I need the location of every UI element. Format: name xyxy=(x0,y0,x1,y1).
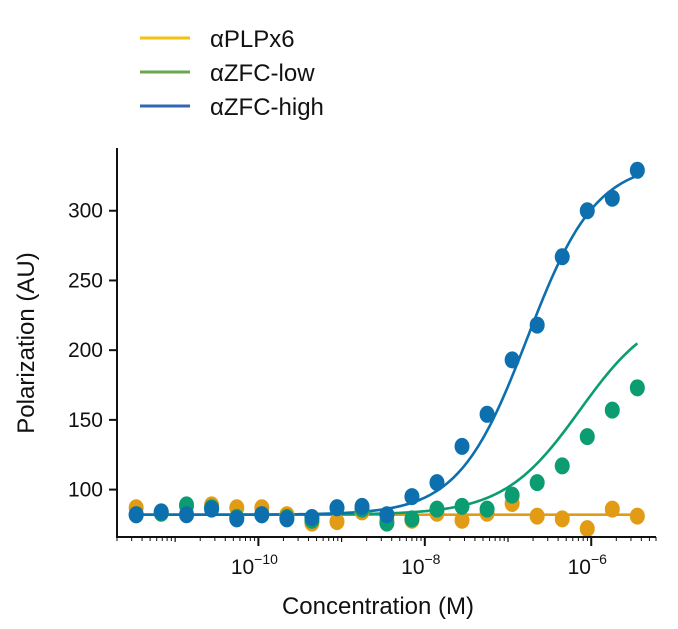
data-point xyxy=(629,507,645,525)
data-point xyxy=(554,457,570,475)
legend-label: αZFC-low xyxy=(210,60,315,87)
data-point xyxy=(454,437,470,455)
data-point xyxy=(379,506,395,524)
data-point xyxy=(554,510,570,528)
y-ticks: 100 150 200 250 300 xyxy=(68,200,117,502)
y-tick-label: 150 xyxy=(68,409,103,432)
data-point xyxy=(279,510,295,528)
data-point xyxy=(404,510,420,528)
data-point xyxy=(579,520,595,538)
data-point xyxy=(579,428,595,446)
data-point xyxy=(454,497,470,515)
fit-curve xyxy=(136,342,639,516)
x-tick-label: 10−8 xyxy=(401,551,441,579)
data-point xyxy=(629,379,645,397)
data-point xyxy=(479,405,495,423)
data-points xyxy=(128,161,645,538)
legend: αPLPx6 αZFC-low αZFC-high xyxy=(140,26,324,121)
data-point xyxy=(429,474,445,492)
x-tick-label: 10−6 xyxy=(568,551,608,579)
y-axis-label: Polarization (AU) xyxy=(13,252,40,433)
data-point xyxy=(354,497,370,515)
data-point xyxy=(504,486,520,504)
y-tick-label: 100 xyxy=(68,479,103,502)
data-point xyxy=(529,474,545,492)
data-point xyxy=(304,508,320,526)
data-point xyxy=(604,401,620,419)
data-point xyxy=(153,503,169,521)
y-tick-label: 200 xyxy=(68,339,103,362)
data-point xyxy=(604,189,620,207)
data-point xyxy=(204,500,220,518)
data-point xyxy=(529,316,545,334)
data-point xyxy=(429,500,445,518)
legend-label: αPLPx6 xyxy=(210,26,295,53)
y-tick-label: 250 xyxy=(68,269,103,292)
data-point xyxy=(454,511,470,529)
data-point xyxy=(629,161,645,179)
data-point xyxy=(604,500,620,518)
data-point xyxy=(504,351,520,369)
data-point xyxy=(128,506,144,524)
data-point xyxy=(529,507,545,525)
data-point xyxy=(404,488,420,506)
data-point xyxy=(329,499,345,517)
data-point xyxy=(479,500,495,518)
axes xyxy=(116,148,656,538)
data-point xyxy=(179,506,195,524)
y-tick-label: 300 xyxy=(68,200,103,223)
data-point xyxy=(254,506,270,524)
data-point xyxy=(579,202,595,220)
data-point xyxy=(329,513,345,531)
x-tick-label: 10−10 xyxy=(231,551,278,579)
data-point xyxy=(229,510,245,528)
legend-label: αZFC-high xyxy=(210,94,324,121)
data-point xyxy=(554,248,570,266)
x-axis-label: Concentration (M) xyxy=(282,593,474,620)
x-ticks: 10−10 10−8 10−6 xyxy=(116,537,657,579)
